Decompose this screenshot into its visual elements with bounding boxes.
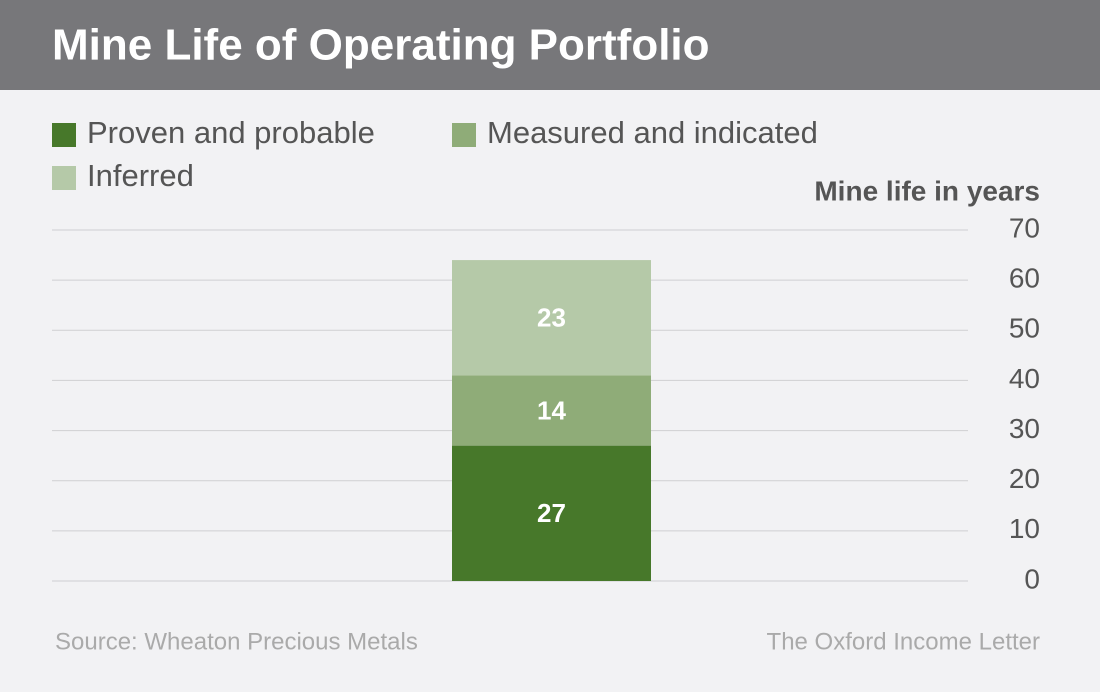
legend-label: Measured and indicated [487, 115, 818, 150]
legend-swatch [52, 166, 76, 190]
chart-title: Mine Life of Operating Portfolio [52, 21, 710, 70]
data-label: 23 [537, 303, 566, 333]
bar-segment [452, 260, 651, 376]
y-tick-label: 20 [1009, 463, 1040, 494]
bar-segment [452, 445, 651, 581]
legend-swatch [52, 123, 76, 147]
legend-label: Inferred [87, 158, 194, 193]
y-tick-label: 60 [1009, 263, 1040, 294]
data-label: 14 [537, 395, 566, 425]
y-tick-label: 10 [1009, 513, 1040, 544]
header-band [0, 0, 1100, 90]
legend-swatch [452, 123, 476, 147]
y-tick-label: 50 [1009, 313, 1040, 344]
source: Source: Wheaton Precious Metals [55, 628, 418, 655]
legend-label: Proven and probable [87, 115, 375, 150]
y-axis-label: Mine life in years [814, 175, 1040, 206]
y-tick-label: 70 [1009, 212, 1040, 243]
y-tick-label: 30 [1009, 413, 1040, 444]
y-tick-label: 0 [1024, 563, 1040, 594]
publisher: The Oxford Income Letter [767, 628, 1040, 655]
data-label: 27 [537, 498, 566, 528]
bar-segment [452, 375, 651, 446]
y-tick-label: 40 [1009, 363, 1040, 394]
